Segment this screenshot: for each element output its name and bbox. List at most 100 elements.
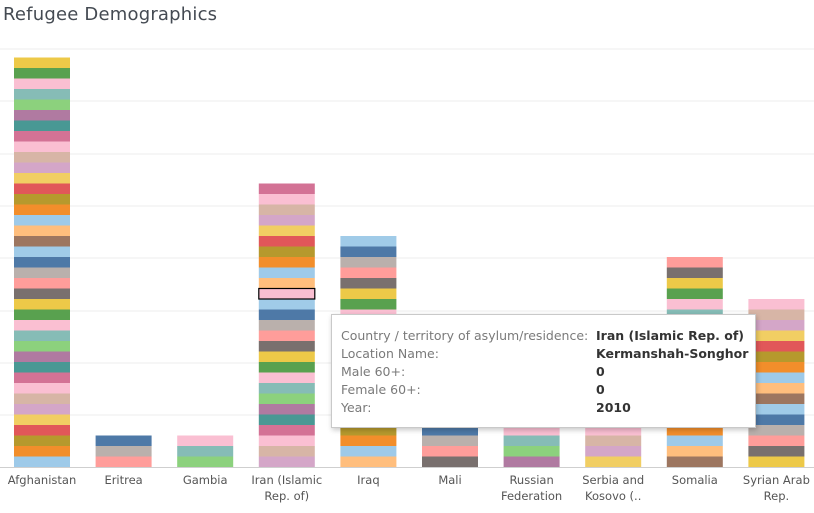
bar-segment[interactable] (258, 456, 315, 468)
bar-segment[interactable] (258, 236, 315, 247)
bar-segment[interactable] (177, 446, 234, 457)
bar-segment[interactable] (14, 57, 70, 69)
bar-segment[interactable] (585, 435, 642, 447)
bar-segment[interactable] (14, 383, 70, 394)
bar-segment[interactable] (14, 330, 70, 342)
bar-segment[interactable] (748, 362, 805, 373)
bar-segment[interactable] (748, 299, 805, 310)
bar-segment[interactable] (258, 341, 315, 352)
bar-segment[interactable] (14, 257, 70, 268)
bar-segment[interactable] (748, 309, 805, 321)
bar-segment[interactable] (585, 456, 642, 468)
bar-segment[interactable] (503, 435, 560, 447)
bar-segment[interactable] (177, 435, 234, 447)
bar-segment[interactable] (666, 267, 723, 279)
bar-segment[interactable] (258, 393, 315, 405)
bar-segment[interactable] (748, 383, 805, 394)
bar-segment[interactable] (14, 236, 70, 247)
bar-segment[interactable] (666, 446, 723, 457)
bar-segment[interactable] (14, 162, 70, 174)
bar-segment[interactable] (258, 425, 315, 436)
bar-segment[interactable] (422, 435, 478, 447)
bar-segment[interactable] (258, 278, 315, 289)
bar-segment[interactable] (258, 299, 315, 310)
bar-segment[interactable] (14, 456, 70, 468)
bar-segment[interactable] (666, 288, 723, 300)
bar-segment[interactable] (14, 351, 70, 363)
bar-segment[interactable] (340, 246, 397, 258)
bar-segment[interactable] (748, 404, 805, 415)
bar-9[interactable] (748, 299, 805, 468)
bar-segment[interactable] (666, 456, 723, 468)
bar-segment[interactable] (748, 456, 805, 468)
bar-segment[interactable] (14, 204, 70, 216)
bar-segment[interactable] (14, 152, 70, 163)
bar-segment[interactable] (258, 435, 315, 447)
bar-segment[interactable] (340, 299, 397, 310)
bar-segment[interactable] (258, 215, 315, 226)
bar-segment[interactable] (340, 278, 397, 289)
bar-segment[interactable] (340, 257, 397, 268)
bar-segment[interactable] (503, 446, 560, 457)
bar-segment[interactable] (748, 414, 805, 426)
bar-segment[interactable] (258, 194, 315, 205)
bar-segment[interactable] (14, 78, 70, 90)
bar-0[interactable] (14, 57, 70, 468)
bar-segment[interactable] (258, 267, 315, 279)
bar-segment[interactable] (340, 456, 397, 468)
bar-segment[interactable] (14, 362, 70, 373)
bar-5[interactable] (422, 425, 478, 467)
bar-segment[interactable] (585, 446, 642, 457)
bar-segment[interactable] (258, 414, 315, 426)
bar-segment[interactable] (14, 435, 70, 447)
bar-segment[interactable] (14, 68, 70, 79)
bar-segment[interactable] (258, 225, 315, 237)
bar-segment[interactable] (14, 89, 70, 100)
bar-segment[interactable] (14, 299, 70, 310)
bar-segment-selected[interactable] (258, 287, 316, 300)
bar-segment[interactable] (14, 267, 70, 279)
bar-segment[interactable] (748, 320, 805, 331)
bar-segment[interactable] (748, 330, 805, 342)
bar-segment[interactable] (340, 267, 397, 279)
bar-segment[interactable] (748, 341, 805, 352)
bar-segment[interactable] (422, 456, 478, 468)
bar-segment[interactable] (748, 393, 805, 405)
bar-segment[interactable] (340, 288, 397, 300)
bar-segment[interactable] (95, 446, 152, 457)
bar-segment[interactable] (14, 309, 70, 321)
bar-segment[interactable] (14, 131, 70, 142)
bar-segment[interactable] (14, 414, 70, 426)
bar-segment[interactable] (258, 204, 315, 216)
bar-segment[interactable] (258, 257, 315, 268)
bar-segment[interactable] (748, 446, 805, 457)
bar-segment[interactable] (258, 383, 315, 394)
bar-segment[interactable] (14, 173, 70, 184)
bar-segment[interactable] (258, 351, 315, 363)
bar-segment[interactable] (258, 183, 315, 195)
bar-segment[interactable] (177, 456, 234, 468)
bar-segment[interactable] (585, 425, 642, 436)
bar-segment[interactable] (666, 435, 723, 447)
bar-segment[interactable] (14, 246, 70, 258)
bar-segment[interactable] (95, 435, 152, 447)
bar-segment[interactable] (666, 299, 723, 310)
bar-segment[interactable] (14, 120, 70, 132)
bar-segment[interactable] (14, 110, 70, 121)
bar-segment[interactable] (422, 425, 478, 436)
bar-segment[interactable] (14, 372, 70, 384)
bar-segment[interactable] (340, 236, 397, 247)
bar-segment[interactable] (14, 194, 70, 205)
bar-segment[interactable] (14, 446, 70, 457)
bar-segment[interactable] (14, 341, 70, 352)
bar-segment[interactable] (258, 309, 315, 321)
bar-1[interactable] (95, 435, 152, 468)
bar-segment[interactable] (748, 435, 805, 447)
bar-segment[interactable] (748, 372, 805, 384)
bar-segment[interactable] (258, 362, 315, 373)
bar-segment[interactable] (258, 404, 315, 415)
bar-segment[interactable] (422, 446, 478, 457)
bar-segment[interactable] (14, 215, 70, 226)
bar-segment[interactable] (666, 425, 723, 436)
bar-3[interactable] (258, 183, 315, 468)
